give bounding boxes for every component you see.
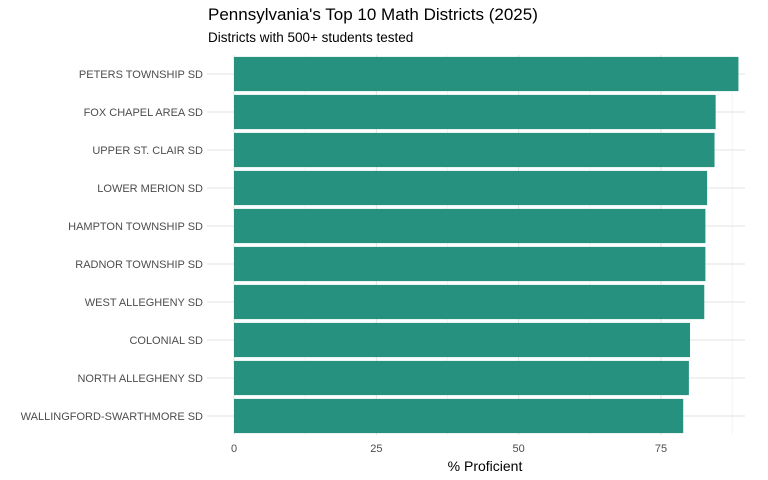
y-axis-labels: PETERS TOWNSHIP SD FOX CHAPEL AREA SD UPPE…	[21, 69, 203, 423]
x-tick-label: 0	[231, 443, 237, 455]
y-tick-label: NORTH ALLEGHENY SD	[77, 373, 203, 385]
chart-subtitle: Districts with 500+ students tested	[208, 30, 414, 45]
x-axis-labels: 0 25 50 75	[231, 443, 667, 455]
bar	[234, 94, 716, 130]
x-tick-label: 75	[655, 443, 667, 455]
y-tick-label: FOX CHAPEL AREA SD	[84, 107, 203, 119]
y-tick-label: RADNOR TOWNSHIP SD	[75, 259, 203, 271]
y-tick-label: WALLINGFORD-SWARTHMORE SD	[21, 411, 203, 423]
bar	[234, 132, 715, 168]
bar	[234, 56, 739, 92]
x-tick-label: 25	[370, 443, 382, 455]
bar	[234, 322, 691, 358]
bar	[234, 246, 706, 282]
bars	[234, 56, 739, 434]
bar	[234, 360, 689, 396]
bar	[234, 170, 708, 206]
bar	[234, 284, 705, 320]
y-tick-label: WEST ALLEGHENY SD	[85, 297, 203, 309]
y-tick-label: LOWER MERION SD	[97, 183, 203, 195]
bar	[234, 208, 706, 244]
y-tick-label: HAMPTON TOWNSHIP SD	[68, 221, 203, 233]
x-axis-title: % Proficient	[448, 458, 523, 474]
chart-title: Pennsylvania's Top 10 Math Districts (20…	[208, 5, 538, 24]
y-tick-label: PETERS TOWNSHIP SD	[79, 69, 203, 81]
y-tick-label: UPPER ST. CLAIR SD	[92, 145, 203, 157]
y-tick-label: COLONIAL SD	[129, 335, 203, 347]
x-tick-label: 50	[513, 443, 525, 455]
bar	[234, 398, 684, 434]
